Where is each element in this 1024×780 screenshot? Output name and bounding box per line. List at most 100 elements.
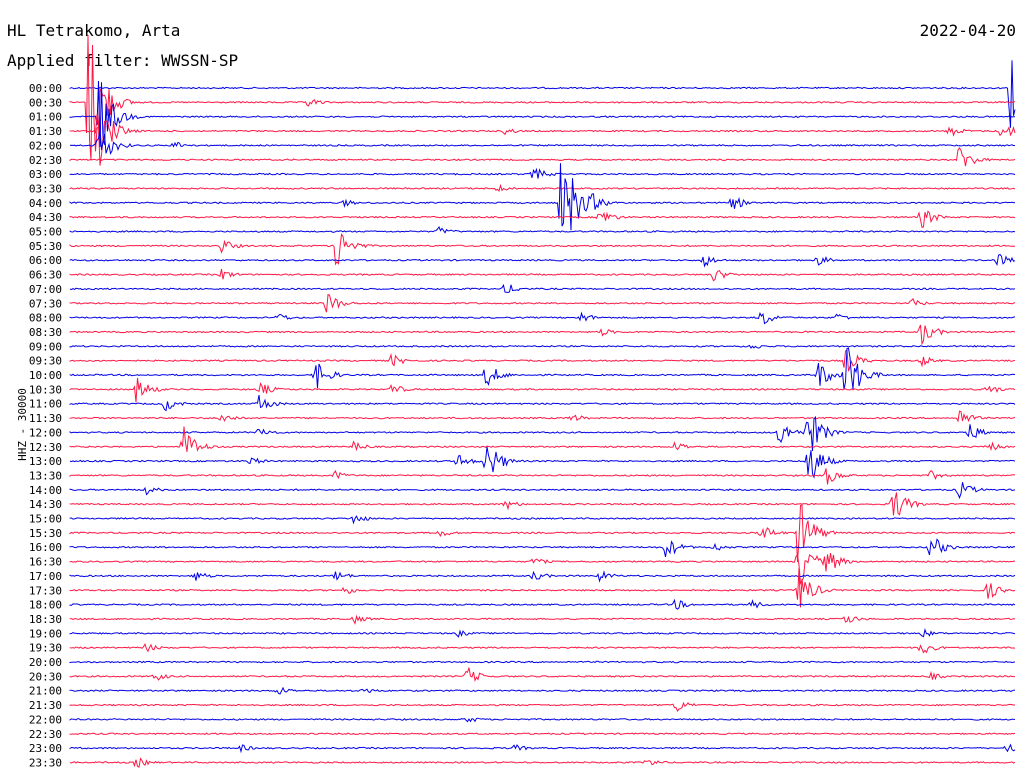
trace-row-1200 (69, 415, 1016, 452)
time-label: 11:30 (29, 412, 62, 425)
time-label: 10:30 (29, 383, 62, 396)
time-label: 01:00 (29, 111, 62, 124)
trace-row-0700 (69, 283, 1016, 294)
time-label: 01:30 (29, 125, 62, 138)
trace-row-1000 (69, 347, 1016, 390)
trace-row-1700 (69, 570, 1016, 583)
time-label: 11:00 (29, 398, 62, 411)
time-label: 06:00 (29, 254, 62, 267)
time-label: 16:30 (29, 556, 62, 569)
time-label: 08:30 (29, 326, 62, 339)
time-label: 17:30 (29, 584, 62, 597)
station-title: HL Tetrakomo, Arta (7, 21, 181, 40)
trace-row-1530 (69, 504, 1016, 562)
time-label: 05:00 (29, 226, 62, 239)
trace-row-2000 (69, 660, 1016, 664)
trace-row-0000 (69, 60, 1016, 128)
trace-row-1630 (69, 553, 1016, 586)
trace-row-1730 (69, 567, 1016, 608)
trace-row-0200 (69, 128, 1016, 156)
time-label: 21:00 (29, 685, 62, 698)
trace-row-2100 (69, 686, 1016, 695)
trace-row-1030 (69, 377, 1016, 403)
trace-row-0300 (69, 167, 1016, 179)
time-label: 15:30 (29, 527, 62, 540)
time-label: 13:00 (29, 455, 62, 468)
time-label: 06:30 (29, 269, 62, 282)
time-label: 12:00 (29, 426, 62, 439)
trace-row-1100 (69, 395, 1016, 412)
time-label: 14:30 (29, 498, 62, 511)
trace-row-1130 (69, 410, 1016, 423)
time-label: 04:00 (29, 197, 62, 210)
time-label: 18:30 (29, 613, 62, 626)
trace-row-0100 (69, 80, 1015, 148)
time-label: 19:00 (29, 627, 62, 640)
trace-row-2230 (69, 732, 1016, 736)
time-label: 07:30 (29, 297, 62, 310)
time-label: 14:00 (29, 484, 62, 497)
trace-row-0830 (69, 324, 1016, 346)
time-label: 12:30 (29, 441, 62, 454)
trace-row-1800 (69, 598, 1016, 610)
trace-row-1930 (69, 642, 1016, 654)
time-label: 04:30 (29, 211, 62, 224)
time-label: 09:30 (29, 355, 62, 368)
time-label: 05:30 (29, 240, 62, 253)
trace-row-0730 (69, 293, 1016, 313)
time-label: 22:30 (29, 728, 62, 741)
time-label: 23:30 (29, 756, 62, 769)
time-label: 18:00 (29, 599, 62, 612)
trace-row-2300 (69, 743, 1016, 754)
time-label: 23:00 (29, 742, 62, 755)
trace-row-1600 (69, 538, 1016, 558)
trace-row-0500 (69, 225, 1016, 234)
time-label: 19:30 (29, 642, 62, 655)
trace-row-1330 (69, 468, 1015, 485)
trace-group (69, 34, 1016, 768)
time-label: 20:30 (29, 670, 62, 683)
time-label: 21:30 (29, 699, 62, 712)
trace-row-1500 (69, 515, 1016, 525)
trace-row-1430 (69, 492, 1016, 516)
trace-row-0630 (69, 268, 1016, 282)
time-label: 02:30 (29, 154, 62, 167)
trace-row-0430 (69, 210, 1016, 229)
trace-row-0600 (69, 253, 1016, 268)
time-label: 16:00 (29, 541, 62, 554)
trace-row-0530 (69, 233, 1016, 266)
trace-row-1300 (69, 446, 1016, 479)
time-label: 00:30 (29, 96, 62, 109)
trace-row-0130 (69, 114, 1016, 166)
date-label: 2022-04-20 (919, 21, 1016, 40)
filter-subtitle: Applied filter: WWSSN-SP (7, 51, 239, 70)
trace-row-1830 (69, 614, 1016, 625)
time-label: 10:00 (29, 369, 62, 382)
time-label: 08:00 (29, 312, 62, 325)
time-label: 13:30 (29, 469, 62, 482)
trace-row-0330 (69, 183, 1016, 193)
trace-row-2030 (69, 667, 1016, 683)
trace-row-0400 (69, 163, 1016, 231)
time-label: 02:00 (29, 139, 62, 152)
trace-row-1230 (69, 426, 1016, 452)
time-label: 03:30 (29, 182, 62, 195)
trace-row-2200 (69, 717, 1016, 723)
time-label: 15:00 (29, 513, 62, 526)
time-label: 20:00 (29, 656, 62, 669)
time-label: 07:00 (29, 283, 62, 296)
trace-row-1900 (69, 628, 1016, 638)
trace-row-0800 (69, 311, 1016, 325)
time-label: 22:00 (29, 713, 62, 726)
trace-row-1400 (69, 482, 1016, 500)
trace-row-2330 (69, 757, 1016, 768)
trace-row-2130 (69, 701, 1016, 713)
time-label: 03:00 (29, 168, 62, 181)
time-label: 00:00 (29, 82, 62, 95)
trace-row-0230 (69, 146, 1016, 167)
trace-row-0030 (69, 34, 1016, 161)
time-label: 09:00 (29, 340, 62, 353)
trace-row-0930 (69, 349, 1016, 372)
